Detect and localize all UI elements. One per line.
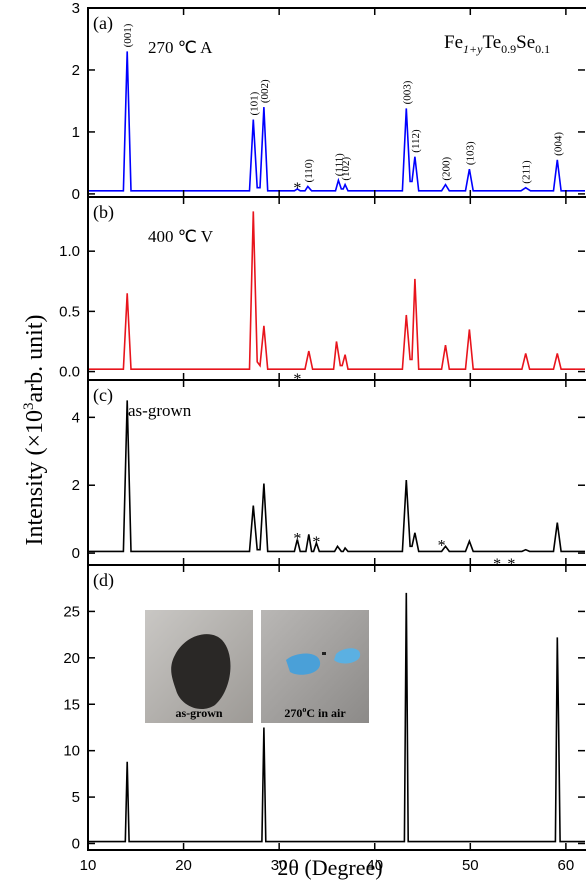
peak-label: (101) xyxy=(248,91,260,115)
x-tick-label: 60 xyxy=(558,857,575,874)
inset-caption: 270oC in air xyxy=(284,705,346,720)
formula-part: Te xyxy=(482,32,501,53)
x-tick-label: 40 xyxy=(366,857,383,874)
formula-part: Se xyxy=(516,32,535,53)
y-label-part: arb. unit) xyxy=(22,315,48,403)
asterisk: * xyxy=(293,531,301,548)
formula: Fe1+yTe0.9Se0.1 xyxy=(444,32,550,56)
caption-part: o xyxy=(302,705,306,714)
y-tick-label: 0 xyxy=(72,836,80,853)
plot-area xyxy=(88,211,585,370)
frame xyxy=(87,196,586,381)
panel-label: (d) xyxy=(93,570,114,591)
flake xyxy=(334,648,361,664)
peak-label: (103) xyxy=(464,141,476,165)
panel-label: (c) xyxy=(93,385,113,406)
y-label-part: Intensity (×10 xyxy=(22,410,48,546)
y-tick-label: 20 xyxy=(63,650,80,667)
data-line xyxy=(88,592,585,843)
plot-area xyxy=(88,51,585,192)
panel-label: (b) xyxy=(93,202,114,223)
y-tick-label: 15 xyxy=(63,696,80,713)
x-tick-label: 30 xyxy=(271,857,288,874)
data-line xyxy=(88,400,585,553)
asterisk: * xyxy=(438,537,446,554)
peak-label: (211) xyxy=(521,160,533,184)
y-tick-label: 3 xyxy=(72,0,80,17)
y-tick-label: 2 xyxy=(72,62,80,79)
panel-label: (a) xyxy=(93,13,113,34)
sample-label: as-grown xyxy=(128,401,192,420)
y-tick-label: 0.5 xyxy=(59,303,80,320)
sample-label: 400 ℃ V xyxy=(148,227,214,246)
y-tick-label: 5 xyxy=(72,789,80,806)
x-tick-label: 20 xyxy=(175,857,192,874)
panel: 0.00.51.0(b)400 ℃ V* xyxy=(59,196,586,388)
y-tick-label: 0.0 xyxy=(59,364,80,381)
y-tick-label: 0 xyxy=(72,186,80,203)
y-tick-label: 25 xyxy=(63,603,80,620)
y-tick-label: 4 xyxy=(72,409,80,426)
peak-label: (001) xyxy=(122,23,134,47)
y-tick-label: 10 xyxy=(63,743,80,760)
speck xyxy=(322,652,326,655)
sample-label: 270 ℃ A xyxy=(148,38,213,57)
formula-part: 0.9 xyxy=(501,42,516,56)
panel: 024(c)as-grown* * ** * xyxy=(72,379,586,573)
plot-area xyxy=(88,592,585,843)
crystal xyxy=(171,634,231,710)
x-tick-label: 10 xyxy=(80,857,97,874)
peak-label: (111) xyxy=(333,153,345,176)
y-axis-label: Intensity (×103arb. unit) xyxy=(21,315,48,546)
formula-part: 0.1 xyxy=(535,42,550,56)
y-tick-label: 0 xyxy=(72,545,80,562)
y-tick-label: 1 xyxy=(72,124,80,141)
caption-part: C in air xyxy=(306,706,346,720)
x-axis-label: 2θ (Degree) xyxy=(277,855,382,880)
plot-area xyxy=(88,400,585,553)
caption-part: 270 xyxy=(284,706,302,720)
x-tick-label: 50 xyxy=(462,857,479,874)
peak-label: (004) xyxy=(552,132,564,156)
y-tick-label: 2 xyxy=(72,477,80,494)
peak-label: (112) xyxy=(410,129,422,153)
y-tick-label: 1.0 xyxy=(59,243,80,260)
panel: 0 5 10 15 20 25 10 20 30 40 50 60 (d) 2θ (Degree) as-g… xyxy=(63,564,586,880)
data-line xyxy=(88,211,585,370)
peak-label: (200) xyxy=(440,156,452,180)
peak-label: (102) xyxy=(340,156,352,180)
asterisk: * xyxy=(293,180,301,197)
peak-label: (110) xyxy=(303,159,315,183)
data-line xyxy=(88,51,585,192)
formula-part: Fe xyxy=(444,32,463,53)
asterisk: * xyxy=(312,534,320,551)
y-label-part: 3 xyxy=(21,402,37,410)
caption-part: as-grown xyxy=(175,706,222,720)
frame xyxy=(87,564,586,851)
inset-photos xyxy=(145,610,369,723)
peak-label: (003) xyxy=(401,80,413,104)
flake xyxy=(286,653,321,675)
inset-caption: as-grown xyxy=(175,706,222,720)
formula-part: 1+y xyxy=(463,42,483,56)
peak-label: (002) xyxy=(259,79,271,103)
